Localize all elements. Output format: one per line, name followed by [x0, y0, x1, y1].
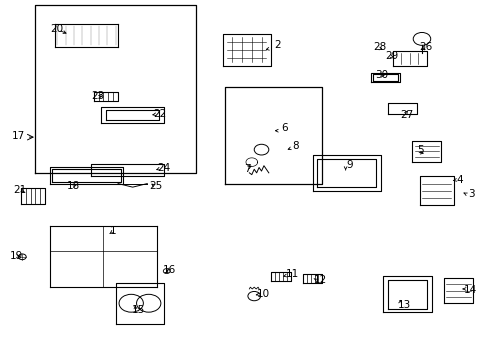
Text: 23: 23: [91, 91, 104, 102]
Text: 19: 19: [9, 251, 22, 261]
Text: 12: 12: [313, 275, 326, 285]
Text: 3: 3: [467, 189, 473, 199]
Text: 9: 9: [346, 160, 352, 170]
Text: 16: 16: [162, 265, 175, 275]
Text: 11: 11: [285, 269, 298, 279]
Text: 30: 30: [375, 70, 388, 80]
Text: 2: 2: [273, 40, 280, 50]
Text: 4: 4: [455, 175, 462, 185]
Text: 5: 5: [417, 145, 424, 155]
Text: 7: 7: [243, 163, 250, 174]
Text: 6: 6: [281, 123, 287, 133]
Text: 28: 28: [372, 42, 386, 52]
Text: 20: 20: [50, 23, 63, 33]
Text: 29: 29: [385, 51, 398, 61]
Text: 27: 27: [399, 110, 412, 120]
Text: 13: 13: [397, 300, 410, 310]
Text: 14: 14: [463, 285, 476, 295]
Text: 15: 15: [132, 305, 145, 315]
Text: 8: 8: [292, 141, 299, 152]
Text: 26: 26: [419, 42, 432, 52]
Text: 10: 10: [256, 289, 269, 298]
Text: 21: 21: [13, 185, 26, 195]
Text: 1: 1: [110, 226, 116, 236]
Text: 18: 18: [66, 181, 80, 191]
Text: 24: 24: [157, 163, 170, 173]
Text: 17: 17: [12, 131, 25, 141]
Text: 25: 25: [149, 181, 163, 191]
Text: 22: 22: [153, 109, 166, 118]
